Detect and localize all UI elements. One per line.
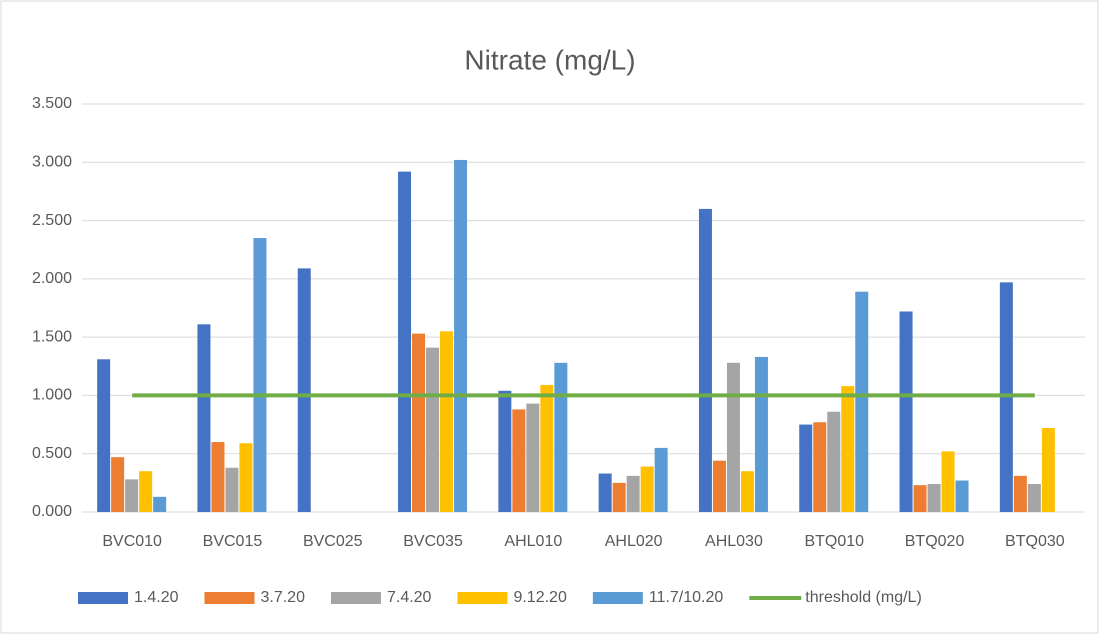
x-tick-label: BVC015 bbox=[203, 533, 263, 550]
y-tick-label: 2.500 bbox=[32, 212, 72, 229]
legend-label: threshold (mg/L) bbox=[805, 589, 922, 606]
legend-label: 3.7.20 bbox=[260, 589, 305, 606]
bar bbox=[97, 359, 111, 512]
bar bbox=[927, 484, 941, 512]
bar bbox=[726, 362, 740, 512]
bar bbox=[554, 362, 568, 512]
legend-swatch bbox=[78, 592, 128, 604]
bar bbox=[827, 411, 841, 512]
bar bbox=[612, 482, 626, 512]
bar bbox=[1041, 428, 1055, 512]
bar bbox=[754, 356, 768, 512]
bar bbox=[498, 390, 512, 512]
y-tick-label: 3.000 bbox=[32, 154, 72, 171]
x-tick-label: AHL030 bbox=[705, 533, 763, 550]
bar bbox=[239, 443, 253, 512]
bar bbox=[111, 457, 125, 512]
x-tick-label: BTQ030 bbox=[1005, 533, 1065, 550]
bar bbox=[253, 238, 267, 513]
x-tick-label: BTQ010 bbox=[804, 533, 864, 550]
bar bbox=[626, 475, 640, 512]
bar bbox=[598, 473, 612, 512]
x-tick-label: BTQ020 bbox=[905, 533, 965, 550]
bar bbox=[855, 291, 869, 512]
bar bbox=[197, 324, 211, 512]
bar bbox=[1013, 475, 1027, 512]
bar bbox=[512, 409, 526, 512]
y-tick-label: 1.500 bbox=[32, 328, 72, 345]
bar bbox=[698, 208, 712, 512]
y-tick-label: 0.000 bbox=[32, 503, 72, 520]
bar bbox=[225, 467, 239, 512]
bar bbox=[540, 384, 554, 512]
bar bbox=[211, 442, 225, 512]
y-tick-label: 1.000 bbox=[32, 387, 72, 404]
bar bbox=[153, 496, 167, 512]
legend-label: 1.4.20 bbox=[134, 589, 179, 606]
bar bbox=[454, 159, 468, 512]
bar bbox=[398, 171, 412, 512]
bar bbox=[640, 466, 654, 512]
legend-label: 9.12.20 bbox=[513, 589, 566, 606]
chart-title: Nitrate (mg/L) bbox=[464, 44, 635, 75]
y-tick-label: 0.500 bbox=[32, 445, 72, 462]
bar bbox=[526, 403, 540, 512]
x-tick-label: BVC010 bbox=[102, 533, 162, 550]
bar bbox=[712, 460, 726, 512]
bar bbox=[913, 485, 927, 512]
legend-swatch bbox=[457, 592, 508, 604]
x-tick-label: AHL010 bbox=[504, 533, 562, 550]
bar bbox=[654, 447, 668, 512]
y-tick-label: 2.000 bbox=[32, 270, 72, 287]
x-tick-label: BVC025 bbox=[303, 533, 363, 550]
x-tick-label: BVC035 bbox=[403, 533, 463, 550]
bar bbox=[139, 471, 153, 512]
bar bbox=[297, 268, 311, 512]
bar bbox=[941, 451, 955, 512]
legend-swatch bbox=[204, 592, 255, 604]
legend-label: 11.7/10.20 bbox=[649, 589, 724, 606]
bar bbox=[1027, 484, 1041, 512]
bar bbox=[899, 311, 913, 512]
bar bbox=[125, 479, 139, 512]
y-tick-label: 3.500 bbox=[32, 95, 72, 112]
x-tick-label: AHL020 bbox=[605, 533, 663, 550]
legend-label: 7.4.20 bbox=[387, 589, 432, 606]
bar bbox=[412, 333, 426, 512]
legend-swatch bbox=[330, 592, 381, 604]
bar bbox=[740, 471, 754, 512]
legend-swatch bbox=[592, 592, 643, 604]
bar bbox=[955, 480, 969, 512]
bar bbox=[440, 331, 454, 512]
bar bbox=[799, 424, 813, 512]
bar bbox=[841, 386, 855, 512]
bar bbox=[813, 422, 827, 512]
bar bbox=[426, 347, 440, 512]
